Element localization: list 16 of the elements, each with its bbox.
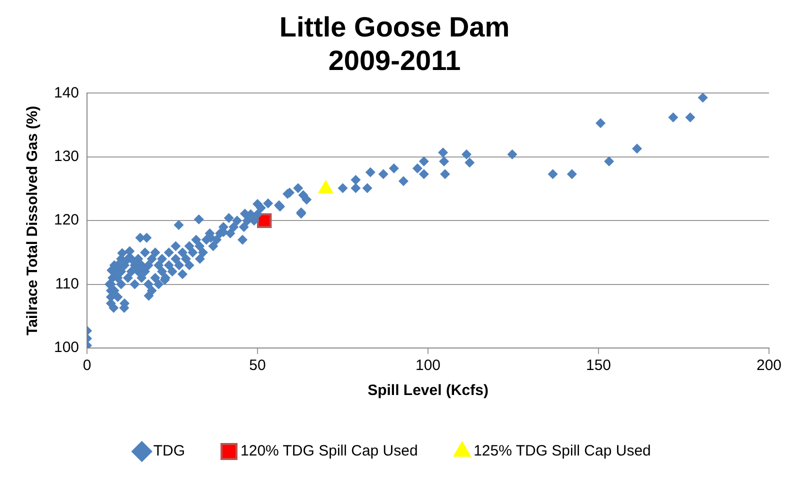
y-tick-label: 100 [54, 339, 80, 356]
x-axis-title: Spill Level (Kcfs) [368, 382, 488, 400]
chart-title: Little Goose Dam 2009-2011 [279, 12, 510, 76]
legend-label: 120% TDG Spill Cap Used [240, 442, 418, 460]
y-tick-label: 110 [55, 275, 80, 292]
y-tick-label: 120 [54, 212, 80, 229]
y-axis-title: Tailrace Total Dissolved Gas (%) [24, 106, 42, 336]
x-tick-label: 100 [416, 357, 441, 374]
x-tick-label: 0 [82, 357, 92, 374]
legend-label: TDG [153, 442, 186, 460]
legend-label: 125% TDG Spill Cap Used [474, 442, 651, 460]
x-tick-label: 150 [586, 357, 612, 374]
x-tick-label: 200 [756, 357, 782, 374]
y-tick-label: 130 [54, 148, 80, 166]
x-tick-label: 50 [249, 357, 266, 374]
y-tick-label: 140 [54, 84, 80, 102]
